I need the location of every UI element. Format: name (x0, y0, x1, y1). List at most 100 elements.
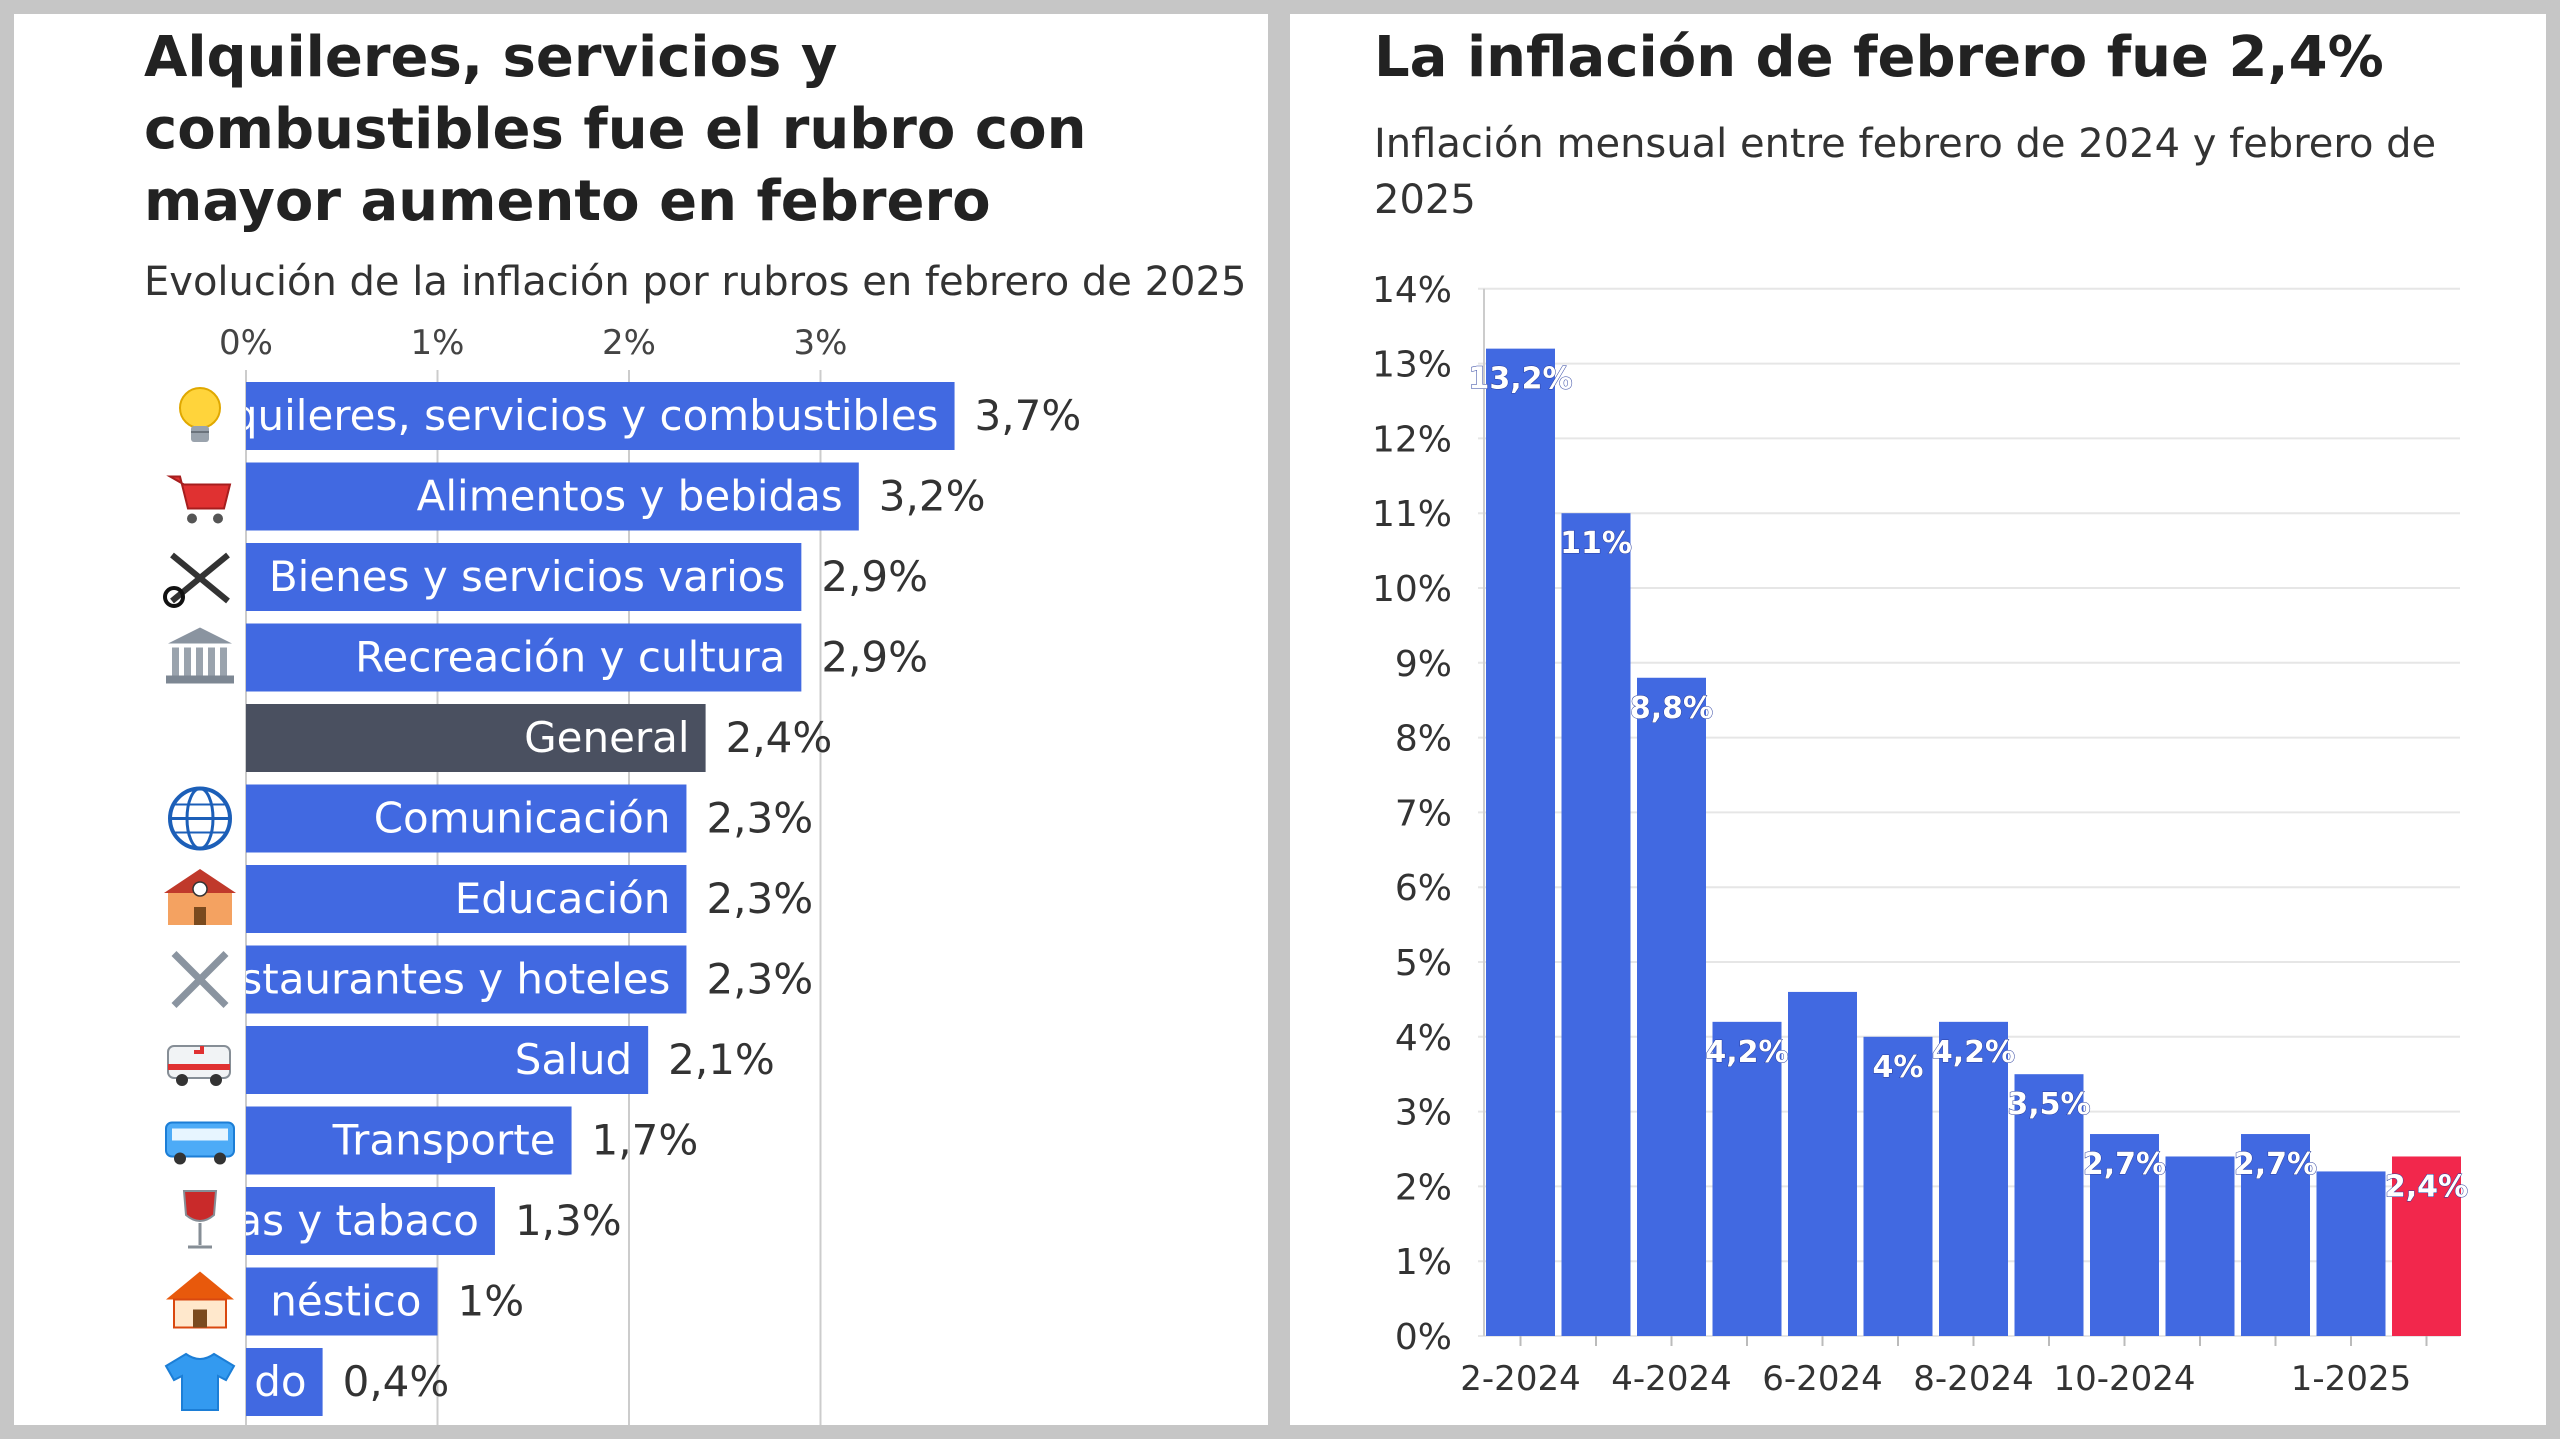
bar (246, 1267, 438, 1336)
bar-value-label: 1,7% (592, 1116, 699, 1165)
bar (246, 1187, 495, 1255)
y-tick-label: 8% (1395, 719, 1452, 760)
bar-category-label: as y tabaco (236, 1196, 479, 1245)
left-chart-panel: Alquileres, servicios y combustibles fue… (14, 14, 1268, 1425)
bar (1712, 1021, 1782, 1336)
bar-value-label: 13,2% (1468, 362, 1572, 397)
right-chart-subtitle: Inflación mensual entre febrero de 2024 … (1374, 121, 2437, 223)
y-tick-label: 11% (1372, 494, 1452, 535)
bar-value-label: 2,4% (2385, 1169, 2468, 1204)
y-tick-label: 3% (1395, 1093, 1452, 1134)
y-tick-label: 12% (1372, 419, 1452, 460)
bar-category-label: Salud (515, 1035, 632, 1084)
x-tick-label: 6-2024 (1762, 1359, 1882, 1399)
y-tick-label: 2% (1395, 1167, 1452, 1208)
x-tick-label: 0% (219, 323, 273, 363)
bar-value-label: 2,1% (668, 1035, 775, 1084)
right-chart-panel: La inflación de febrero fue 2,4% Inflaci… (1290, 14, 2546, 1425)
bar-value-label: 4,2% (1705, 1035, 1788, 1070)
y-tick-label: 13% (1372, 345, 1452, 386)
bar-category-label: do (254, 1357, 306, 1406)
bar-value-label: 4,2% (1932, 1035, 2015, 1070)
scissors-icon (163, 552, 230, 608)
right-chart-title: La inflación de febrero fue 2,4% (1374, 25, 2384, 90)
x-tick-label: 4-2024 (1611, 1359, 1731, 1399)
bar (246, 704, 706, 772)
y-tick-label: 4% (1395, 1018, 1452, 1059)
y-tick-label: 1% (1395, 1242, 1452, 1283)
bar (246, 382, 955, 450)
bar-category-label: staurantes y hoteles (240, 955, 670, 1004)
bar (2392, 1156, 2461, 1336)
museum-icon (166, 627, 234, 684)
fork-knife-icon (171, 951, 229, 1008)
bar (246, 865, 687, 933)
bar (1637, 677, 1706, 1336)
bar (246, 623, 802, 692)
bar (1561, 513, 1631, 1336)
bar (1486, 348, 1555, 1336)
bar-value-label: 2,7% (2234, 1147, 2317, 1182)
bar (1939, 1021, 2008, 1336)
bar-category-label: Recreación y cultura (355, 633, 785, 682)
bar-value-label: 2,7% (2083, 1147, 2166, 1182)
school-icon (164, 869, 236, 925)
bar-value-label: 2,4% (726, 713, 833, 762)
bus-icon (165, 1121, 235, 1165)
bar-value-label: 3,7% (975, 391, 1082, 440)
x-tick-label: 8-2024 (1913, 1359, 2033, 1399)
bar (2090, 1134, 2159, 1336)
y-tick-label: 10% (1372, 569, 1452, 610)
y-tick-label: 7% (1395, 793, 1452, 834)
bar-value-label: 2,3% (706, 955, 813, 1004)
x-tick-label: 1-2025 (2291, 1359, 2411, 1399)
bar (246, 945, 687, 1014)
wine-glass-icon (182, 1190, 218, 1249)
bar-category-label: Alimentos y bebidas (417, 472, 843, 521)
bar-category-label: Comunicación (374, 794, 671, 843)
left-chart-subtitle: Evolución de la inflación por rubros en … (144, 259, 1247, 305)
house-icon (166, 1271, 234, 1329)
bar-value-label: 1% (458, 1277, 525, 1326)
bar-category-label: quileres, servicios y combustibles (231, 391, 939, 440)
globe-icon (168, 786, 232, 851)
x-tick-label: 3% (794, 323, 848, 363)
left-chart-title: Alquileres, servicios y combustibles fue… (144, 25, 1087, 234)
bar-category-label: néstico (270, 1277, 421, 1326)
bar-value-label: 3,2% (879, 472, 986, 521)
bar-value-label: 2,9% (821, 633, 928, 682)
y-tick-label: 9% (1395, 644, 1452, 685)
rubros-bar-chart: 0% 1% 2% 3% quileres, servicios y combustibl… (163, 323, 1082, 1425)
lightbulb-icon (179, 387, 221, 442)
y-tick-label: 0% (1395, 1317, 1452, 1358)
bar-value-label: 8,8% (1630, 691, 1713, 726)
bar (2241, 1134, 2310, 1336)
x-tick-label: 1% (411, 323, 465, 363)
bar (2316, 1171, 2386, 1336)
bar (246, 1348, 323, 1416)
x-tick-label: 2-2024 (1460, 1359, 1580, 1399)
monthly-inflation-chart: 0% 1% 2% 3% 4% 5% 6% 7% 8% 9% 10% 11% 12% 13% 14% 13,2%… (1372, 270, 2469, 1399)
bar (2165, 1156, 2235, 1336)
bar (1863, 1036, 1933, 1336)
bar-value-label: 2,9% (821, 552, 928, 601)
bar-category-label: Transporte (332, 1116, 556, 1165)
bar-value-label: 2,3% (706, 794, 813, 843)
bar-value-label: 2,3% (706, 874, 813, 923)
bar-value-label: 4% (1873, 1050, 1924, 1085)
y-tick-label: 5% (1395, 943, 1452, 984)
tshirt-icon (164, 1352, 236, 1411)
shopping-cart-icon (166, 475, 232, 524)
bar-category-label: Educación (455, 874, 671, 923)
bar (246, 1026, 649, 1094)
ambulance-icon (167, 1045, 231, 1086)
bar-value-label: 3,5% (2007, 1087, 2090, 1122)
y-tick-label: 6% (1395, 868, 1452, 909)
bar-category-label: General (524, 713, 690, 762)
x-tick-label: 10-2024 (2053, 1359, 2195, 1399)
y-tick-label: 14% (1372, 270, 1452, 311)
bar-value-label: 11% (1560, 526, 1632, 561)
bar (246, 1106, 572, 1175)
bar (246, 462, 859, 531)
bar-category-label: Bienes y servicios varios (269, 552, 786, 601)
